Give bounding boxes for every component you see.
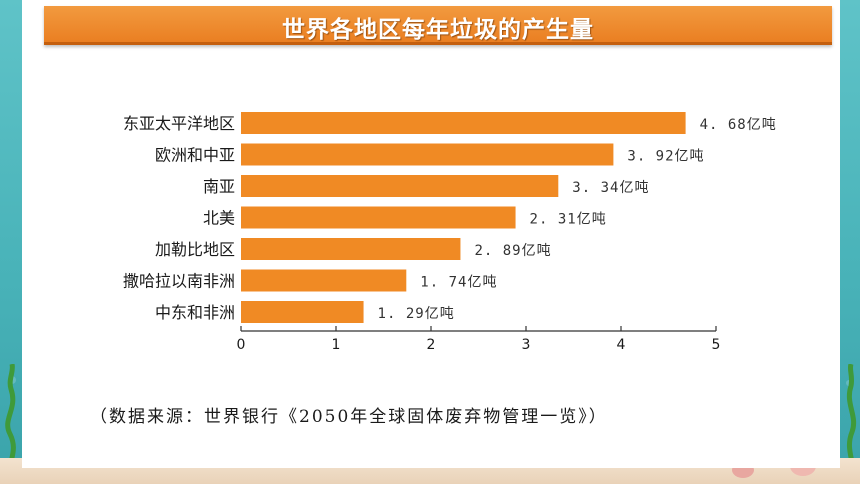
bar <box>241 143 614 166</box>
value-label: 3. 92亿吨 <box>627 149 704 165</box>
category-label: 南亚 <box>203 177 235 196</box>
x-tick-label: 4 <box>617 337 626 353</box>
chart-title-bar: 世界各地区每年垃圾的产生量 <box>44 6 832 45</box>
value-label: 4. 68亿吨 <box>700 117 777 133</box>
bar <box>241 206 516 229</box>
value-label: 2. 31亿吨 <box>530 212 607 228</box>
x-tick-label: 3 <box>522 337 531 353</box>
category-label: 东亚太平洋地区 <box>123 114 235 133</box>
category-label: 北美 <box>203 209 235 228</box>
x-tick-label: 2 <box>427 337 436 353</box>
category-label: 加勒比地区 <box>155 240 235 259</box>
bar <box>241 112 686 134</box>
content-card: 世界各地区每年垃圾的产生量 东亚太平洋地区 4. 68亿吨欧洲和中亚 3. 92亿吨… <box>22 0 840 468</box>
value-label: 1. 74亿吨 <box>420 275 497 291</box>
bar <box>241 301 364 323</box>
x-tick-label: 1 <box>332 337 341 353</box>
x-tick-label: 5 <box>712 337 721 353</box>
category-label: 中东和非洲 <box>155 303 235 322</box>
category-label: 撒哈拉以南非洲 <box>123 272 235 291</box>
x-tick-label: 0 <box>237 337 246 353</box>
value-label: 3. 34亿吨 <box>572 180 649 196</box>
source-note: （数据来源：世界银行《2050年全球固体废弃物管理一览》） <box>90 407 608 427</box>
value-label: 2. 89亿吨 <box>474 243 551 259</box>
bar <box>241 269 407 292</box>
category-label: 欧洲和中亚 <box>155 146 235 165</box>
bar <box>241 238 461 260</box>
bar <box>241 175 559 197</box>
chart-title: 世界各地区每年垃圾的产生量 <box>282 17 594 43</box>
value-label: 1. 29亿吨 <box>378 306 455 322</box>
